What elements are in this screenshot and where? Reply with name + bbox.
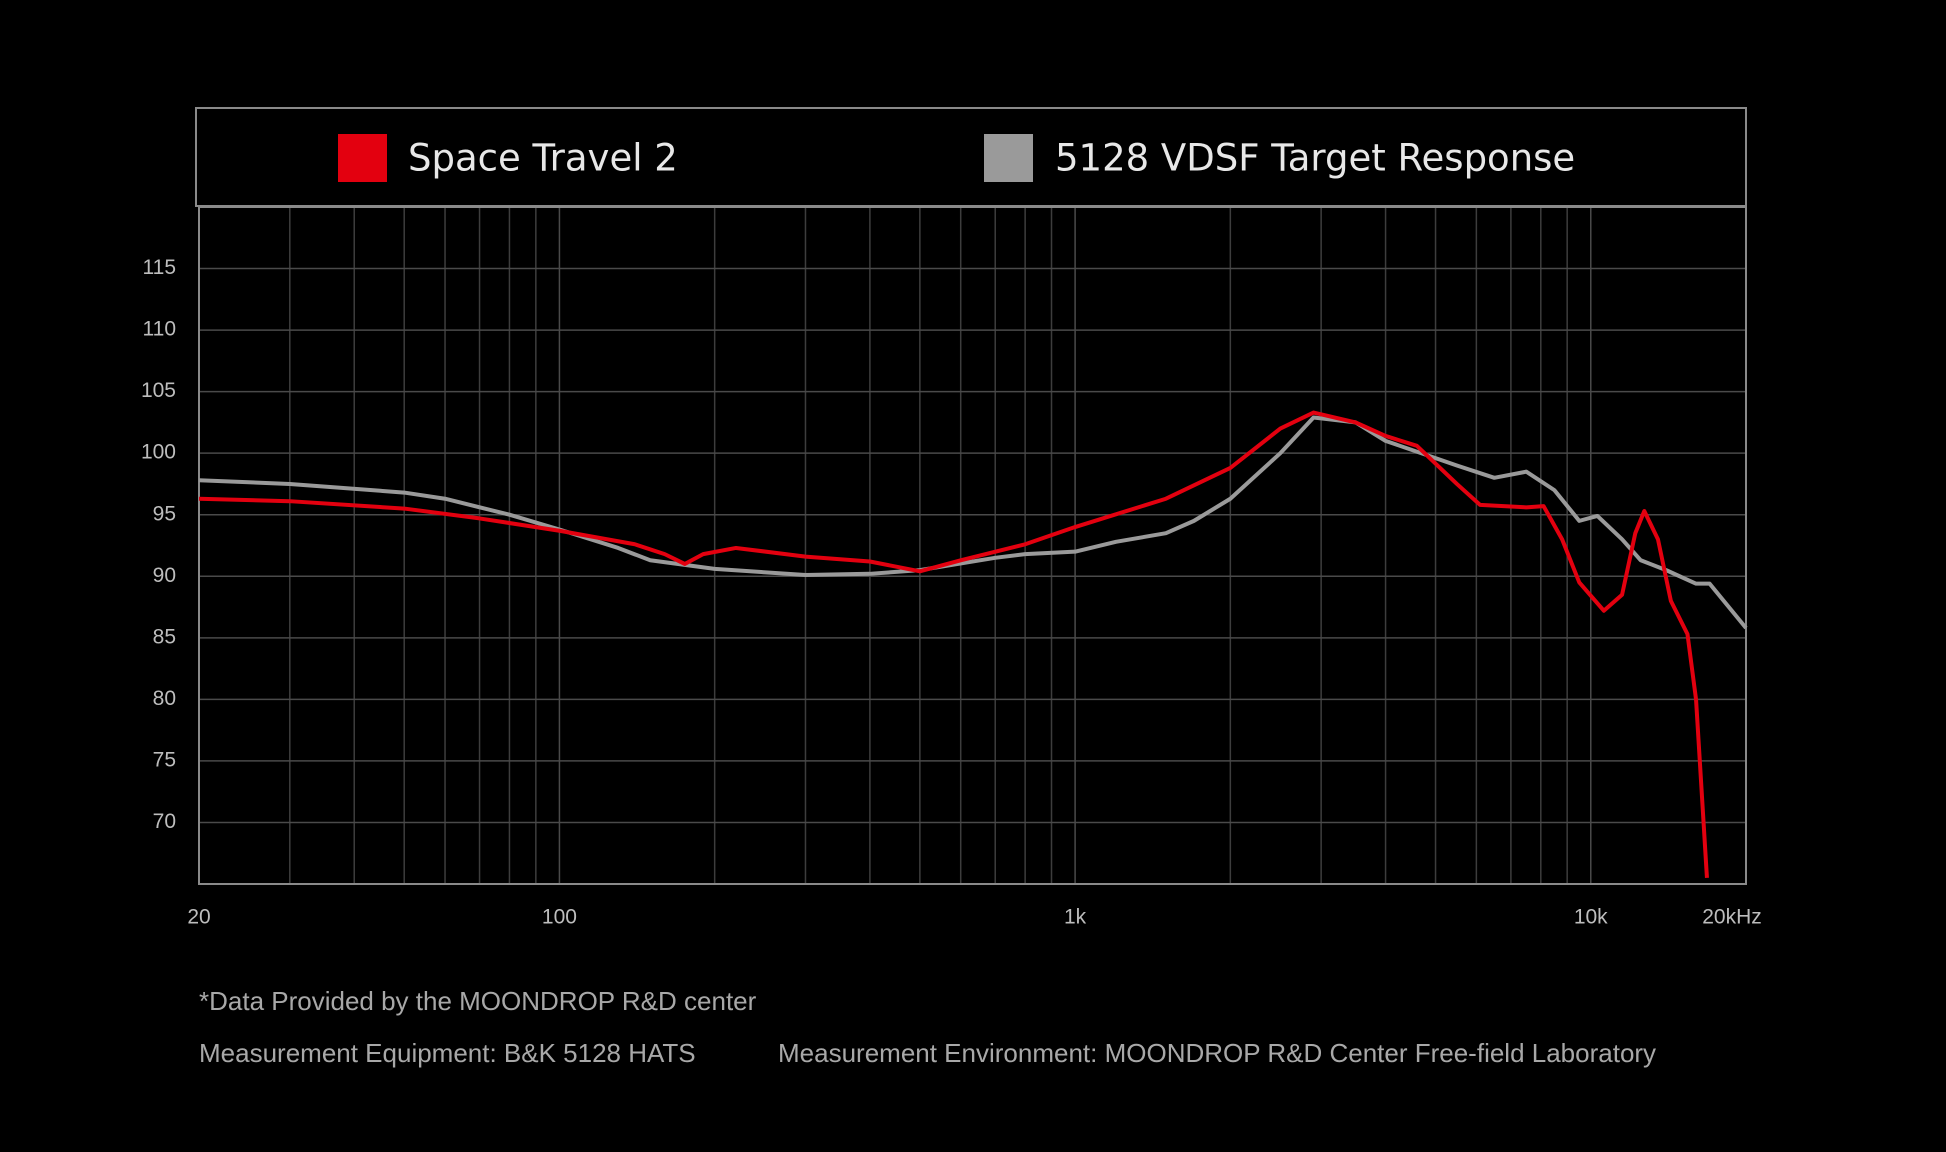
y-tick-label: 105 [141,379,176,402]
y-tick-label: 110 [143,318,176,341]
y-tick-label: 115 [143,256,176,279]
series-line [198,410,1709,878]
note: Measurement Environment: MOONDROP R&D Ce… [778,1038,1656,1068]
note: *Data Provided by the MOONDROP R&D cente… [199,986,757,1016]
y-tick-label: 100 [141,441,176,464]
x-tick-label: 10k [1574,906,1608,929]
legend-label: Space Travel 2 [408,137,678,180]
series-line [198,415,1748,630]
y-tick-label: 75 [153,748,176,771]
x-tick-label: 1k [1064,906,1087,929]
x-tick-label: 100 [542,906,577,929]
y-tick-label: 90 [153,564,176,587]
y-tick-label: 80 [153,687,176,710]
y-tick-label: 95 [153,502,176,525]
x-tick-label: 20 [187,906,210,929]
legend-swatch [338,134,387,182]
y-tick-label: 85 [153,625,176,648]
y-tick-label: 70 [153,810,176,833]
x-tick-label: 20kHz [1702,906,1762,929]
note: Measurement Equipment: B&K 5128 HATS [199,1038,696,1068]
plot-border [198,206,1747,885]
legend-swatch [984,134,1033,182]
legend-label: 5128 VDSF Target Response [1055,137,1575,180]
